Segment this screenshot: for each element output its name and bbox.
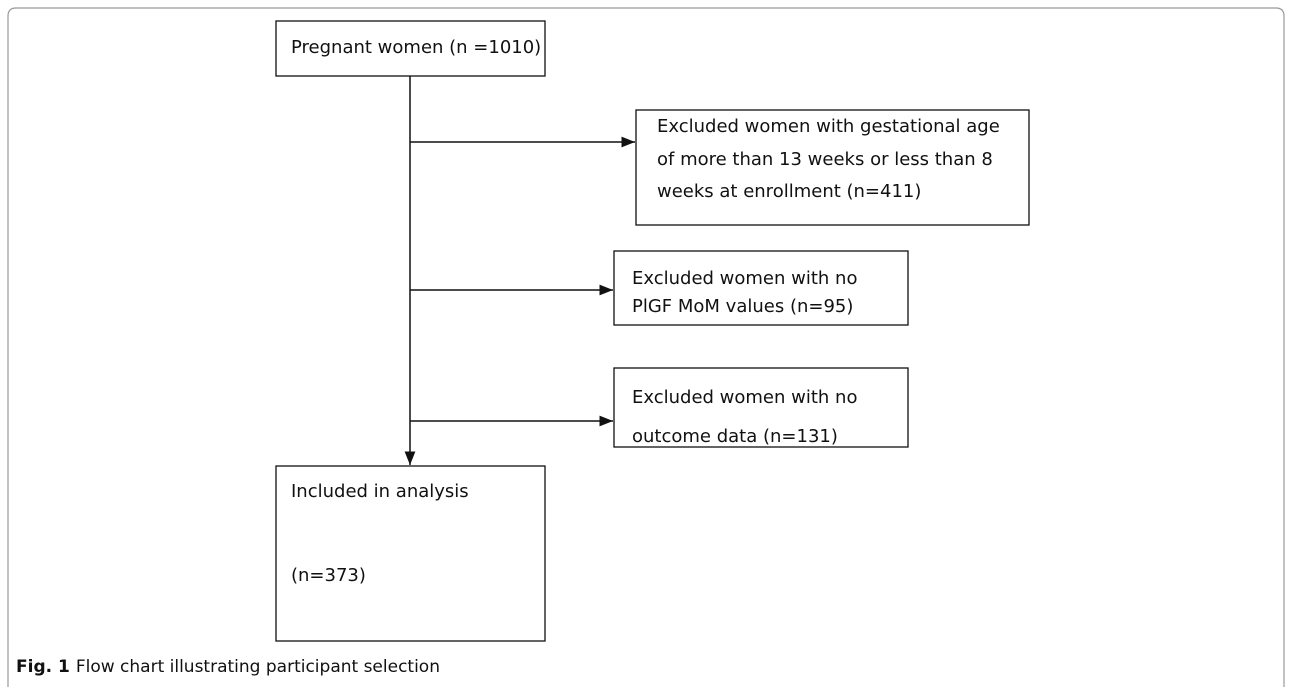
node-text: outcome data (n=131) <box>632 426 838 447</box>
node: Excluded women with no PlGF MoM values (… <box>613 250 909 326</box>
node-text: Excluded women with gestational age <box>657 116 1000 137</box>
node: Pregnant women (n =1010) <box>275 20 546 77</box>
node-text: Included in analysis <box>291 481 469 502</box>
node-text: (n=373) <box>291 565 366 586</box>
node-box <box>635 109 1030 226</box>
node-text: Excluded women with no <box>632 387 857 408</box>
node-text: Pregnant women (n =1010) <box>291 37 541 58</box>
caption-label: Fig. 1 <box>16 657 70 677</box>
node: Excluded women with no outcome data (n=1… <box>613 367 909 448</box>
caption-text: Flow chart illustrating participant sele… <box>76 657 440 677</box>
node-text: of more than 13 weeks or less than 8 <box>657 149 993 170</box>
node-text: weeks at enrollment (n=411) <box>657 181 921 202</box>
node-text: PlGF MoM values (n=95) <box>632 296 853 317</box>
caption: Fig. 1 Flow chart illustrating participan… <box>16 657 440 677</box>
node-text: Excluded women with no <box>632 268 857 289</box>
node: Included in analysis (n=373) <box>275 465 546 642</box>
node: Excluded women with gestational age of m… <box>635 109 1030 226</box>
node-box <box>613 250 909 326</box>
frame <box>7 7 1285 687</box>
node-box <box>275 465 546 642</box>
node-box <box>613 367 909 448</box>
node-box <box>275 20 546 77</box>
